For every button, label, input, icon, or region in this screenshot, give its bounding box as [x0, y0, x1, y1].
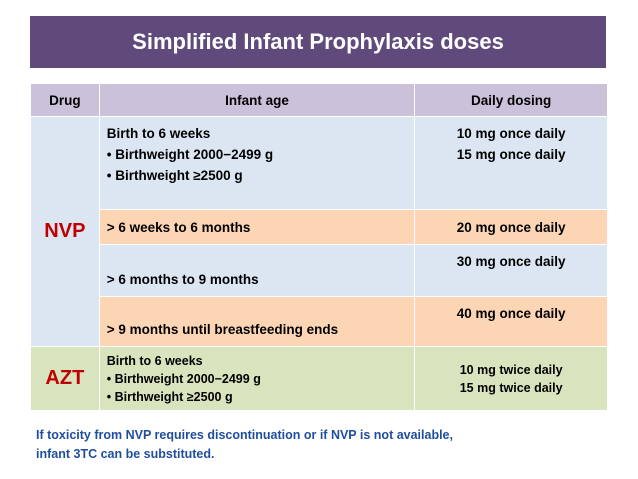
dose-cell: 40 mg once daily: [414, 296, 608, 347]
age-line: • Birthweight 2000−2499 g: [106, 147, 274, 162]
slide-title: Simplified Infant Prophylaxis doses: [30, 16, 606, 68]
dose-cell: 30 mg once daily: [414, 244, 608, 297]
table-row: NVP Birth to 6 weeks • Birthweight 2000−…: [30, 116, 608, 347]
age-line: • Birthweight 2000−2499 g: [106, 371, 261, 386]
dose-line: 20 mg once daily: [456, 219, 566, 235]
dose-line: 15 mg twice daily: [459, 380, 563, 395]
dose-cell: 20 mg once daily: [414, 209, 608, 245]
table-row: > 6 weeks to 6 months 20 mg once daily: [31, 209, 608, 245]
age-line: > 6 months to 9 months: [106, 272, 259, 287]
drug-nvp-label: NVP: [30, 116, 100, 347]
dose-line: 40 mg once daily: [456, 306, 566, 321]
dose-cell: 10 mg twice daily 15 mg twice daily: [414, 346, 608, 411]
table-header-row: Drug Infant age Daily dosing: [30, 83, 608, 117]
header-daily-dosing: Daily dosing: [414, 83, 608, 117]
age-line: Birth to 6 weeks: [106, 126, 211, 141]
age-cell: Birth to 6 weeks • Birthweight 2000−2499…: [98, 346, 416, 411]
dose-line: 15 mg once daily: [456, 147, 566, 162]
dose-line: 10 mg twice daily: [459, 362, 563, 377]
dosing-table: Drug Infant age Daily dosing NVP Birth t…: [30, 83, 608, 411]
table-row: AZT Birth to 6 weeks • Birthweight 2000−…: [30, 346, 608, 411]
age-line: Birth to 6 weeks: [106, 353, 203, 368]
age-cell: > 9 months until breastfeeding ends: [98, 296, 416, 347]
age-line: • Birthweight ≥2500 g: [106, 389, 233, 404]
age-cell: > 6 months to 9 months: [98, 244, 416, 297]
age-line: > 9 months until breastfeeding ends: [106, 322, 339, 337]
dose-line: 30 mg once daily: [456, 254, 566, 269]
dose-line: 10 mg once daily: [456, 126, 566, 141]
age-line: > 6 weeks to 6 months: [106, 219, 251, 235]
age-cell: Birth to 6 weeks • Birthweight 2000−2499…: [98, 116, 416, 210]
footnote: If toxicity from NVP requires discontinu…: [36, 426, 596, 464]
drug-azt-label: AZT: [30, 346, 100, 411]
table-row: > 9 months until breastfeeding ends 40 m…: [31, 296, 608, 347]
table-row: > 6 months to 9 months 30 mg once daily: [31, 244, 608, 297]
footnote-line: infant 3TC can be substituted.: [36, 447, 215, 461]
header-drug: Drug: [30, 83, 100, 117]
dose-cell: 10 mg once daily 15 mg once daily: [414, 116, 608, 210]
age-line: • Birthweight ≥2500 g: [106, 168, 243, 183]
header-infant-age: Infant age: [98, 83, 416, 117]
age-cell: > 6 weeks to 6 months: [98, 209, 416, 245]
footnote-line: If toxicity from NVP requires discontinu…: [36, 428, 453, 442]
